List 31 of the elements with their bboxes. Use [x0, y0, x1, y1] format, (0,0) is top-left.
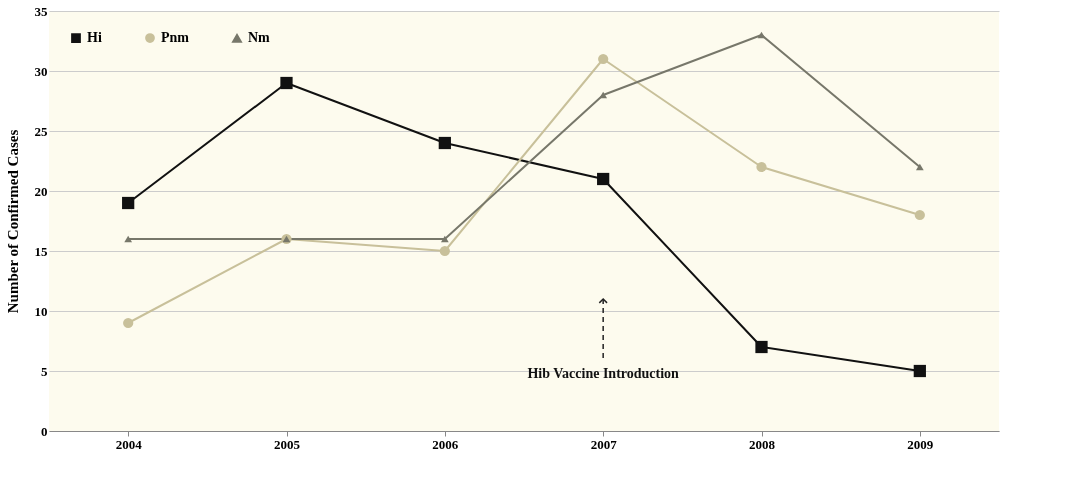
- point: [123, 317, 134, 329]
- point: [598, 53, 609, 65]
- x-tick-label: 2005: [274, 436, 301, 452]
- y-tick-label: 5: [41, 363, 48, 379]
- x-tick-label: 2004: [115, 436, 143, 452]
- point: [439, 245, 450, 257]
- point: [122, 196, 135, 210]
- x-tick-label: 2009: [907, 436, 934, 452]
- point: [280, 76, 293, 90]
- y-tick-label: 25: [34, 123, 48, 139]
- point: [438, 136, 451, 150]
- x-tick-label: 2006: [432, 436, 459, 452]
- y-tick-label: 0: [41, 423, 48, 439]
- y-tick-label: 10: [34, 303, 48, 319]
- y-axis-title: Number of Confirmed Cases: [4, 129, 21, 314]
- point: [913, 364, 926, 378]
- legend-label: Pnm: [161, 30, 190, 46]
- y-tick-label: 35: [34, 3, 48, 19]
- legend-label: Hi: [87, 30, 102, 46]
- annotation: Hib Vaccine Introduction: [527, 366, 680, 381]
- x-tick-label: 2008: [749, 436, 776, 452]
- y-tick-label: 20: [34, 183, 48, 199]
- point: [755, 340, 768, 354]
- y-tick-label: 15: [34, 243, 48, 259]
- point: [914, 209, 925, 221]
- point: [757, 31, 766, 39]
- point: [756, 161, 767, 173]
- point: [597, 172, 610, 186]
- y-tick-label: 30: [34, 63, 48, 79]
- legend-label: Nm: [248, 30, 271, 46]
- x-tick-label: 2007: [590, 436, 618, 452]
